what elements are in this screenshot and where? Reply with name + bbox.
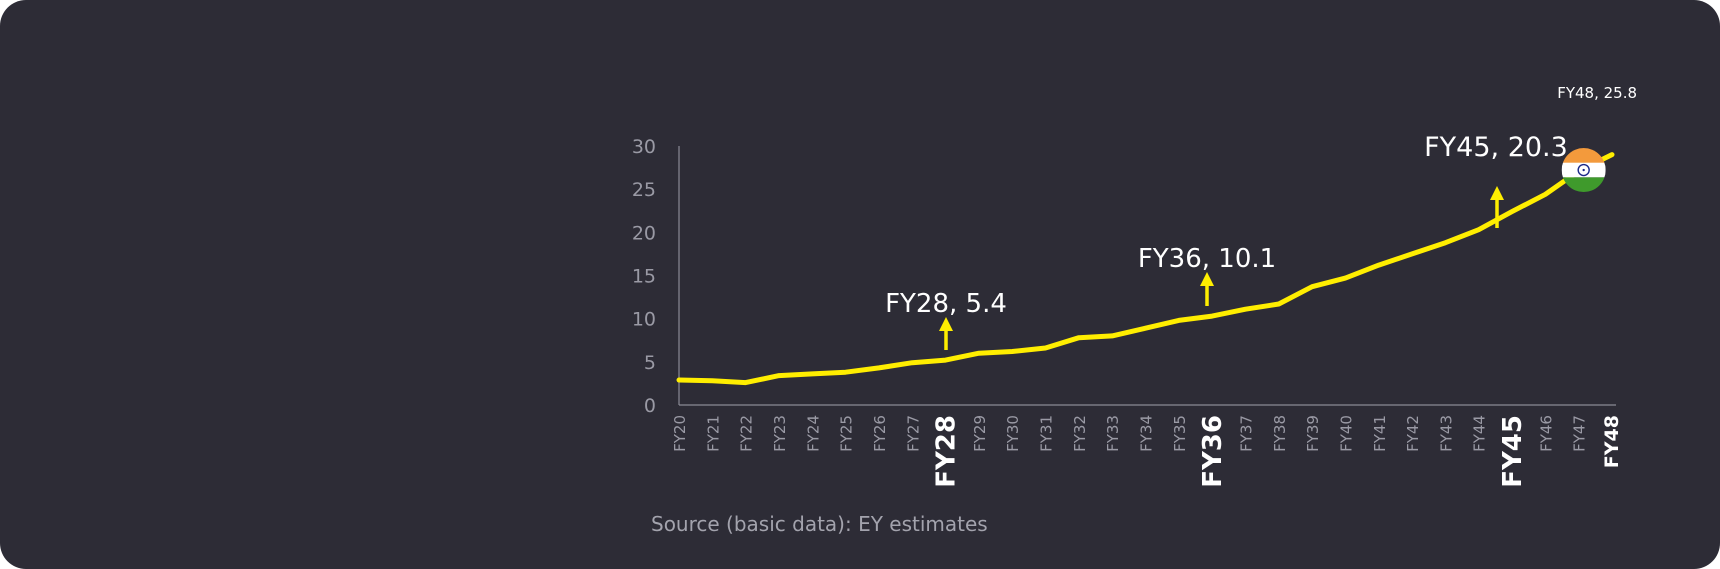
x-tick-label: FY47 <box>1571 415 1589 452</box>
x-tick-label: FY34 <box>1138 415 1156 452</box>
x-tick-label: FY26 <box>871 415 889 452</box>
annotation-label: FY28, 5.4 <box>885 289 1007 319</box>
x-tick-label: FY35 <box>1171 415 1189 452</box>
y-tick-label: 5 <box>644 352 656 374</box>
x-tick-label: FY29 <box>971 415 989 452</box>
flag-chakra <box>1577 163 1590 177</box>
x-tick-label: FY28 <box>932 415 962 488</box>
x-tick-label: FY27 <box>904 415 922 452</box>
y-tick-label: 0 <box>644 395 656 417</box>
x-tick-label: FY43 <box>1437 415 1455 452</box>
flag-saffron-band <box>1561 148 1606 164</box>
x-tick-label: FY46 <box>1537 415 1555 452</box>
y-tick-label: 25 <box>632 179 656 201</box>
annotations: FY28, 5.4 FY36, 10.1 FY45, 20.3 FY48, 25.8 <box>885 84 1637 350</box>
india-flag-icon <box>1561 148 1606 193</box>
x-tick-label: FY37 <box>1237 415 1255 452</box>
flag-green-band <box>1561 177 1606 193</box>
x-tick-label: FY33 <box>1104 415 1122 452</box>
series-line-group <box>676 152 1615 386</box>
x-tick-label: FY23 <box>771 415 789 452</box>
y-tick-label: 30 <box>632 136 656 158</box>
annotation-label: FY36, 10.1 <box>1138 244 1276 274</box>
x-tick-label: FY45 <box>1498 415 1528 488</box>
x-tick-labels: FY20 FY21 FY22 FY23 FY24 FY25 FY26 FY27 FY28 FY29… <box>671 415 1623 488</box>
x-tick-label: FY48 <box>1601 415 1623 468</box>
annotation-arrow-head <box>939 317 953 331</box>
x-tick-label: FY38 <box>1271 415 1289 452</box>
annotation-arrow-head <box>1490 186 1504 200</box>
x-tick-label: FY25 <box>838 415 856 452</box>
series-line <box>676 152 1615 386</box>
axes <box>678 146 1616 406</box>
y-tick-labels: 0 5 10 15 20 25 30 <box>632 136 656 417</box>
annotation-arrow-head <box>1200 272 1214 286</box>
annotation-label: FY45, 20.3 <box>1424 132 1568 163</box>
x-tick-label: FY30 <box>1004 415 1022 452</box>
x-tick-label: FY40 <box>1337 415 1355 452</box>
x-tick-label: FY32 <box>1071 415 1089 452</box>
x-tick-label: FY20 <box>671 415 689 452</box>
annotation-label: FY48, 25.8 <box>1557 84 1637 102</box>
y-tick-label: 10 <box>632 309 656 331</box>
y-tick-label: 15 <box>632 266 656 288</box>
y-tick-label: 20 <box>632 222 656 244</box>
x-tick-label: FY39 <box>1304 415 1322 452</box>
flag-chakra-hub <box>1582 168 1585 172</box>
x-tick-label: FY42 <box>1404 415 1422 452</box>
x-tick-label: FY21 <box>704 415 722 452</box>
x-tick-label: FY36 <box>1198 415 1228 488</box>
x-tick-label: FY44 <box>1471 415 1489 452</box>
x-tick-label: FY22 <box>738 415 756 452</box>
source-note: Source (basic data): EY estimates <box>651 512 988 536</box>
x-tick-label: FY31 <box>1038 415 1056 452</box>
x-tick-label: FY24 <box>804 415 822 452</box>
x-tick-label: FY41 <box>1371 415 1389 452</box>
